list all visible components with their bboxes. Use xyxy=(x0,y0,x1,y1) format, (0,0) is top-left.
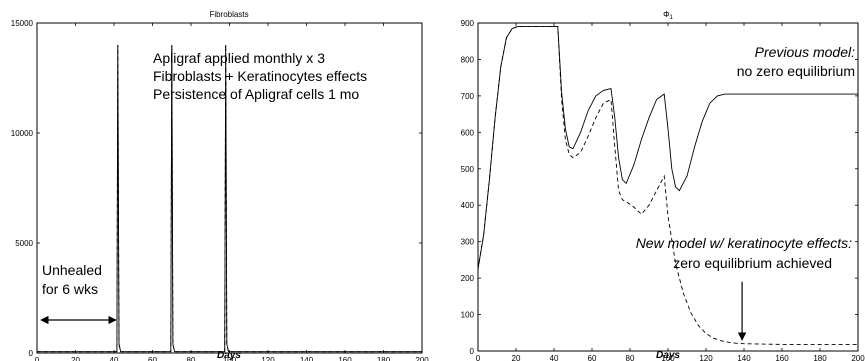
y-tick-label: 10000 xyxy=(11,129,34,138)
y-tick-label: 5000 xyxy=(15,239,33,248)
unhealed-label-1: Unhealed xyxy=(42,262,102,278)
x-tick-label: 100 xyxy=(661,354,675,361)
y-tick-label: 400 xyxy=(461,201,475,210)
fibroblasts-chart: Fibroblasts 0 20 40 60 80 100 120 140 160 180 2000… xyxy=(11,10,429,361)
unhealed-label-2: for 6 wks xyxy=(42,281,98,297)
annotation-line-1: Apligraf applied monthly x 3 xyxy=(153,50,325,66)
y-tick-label: 100 xyxy=(461,311,475,320)
x-tick-label: 0 xyxy=(476,354,481,361)
x-axis-label: Days xyxy=(217,350,241,361)
previous-model-note: no zero equilibrium xyxy=(737,63,855,79)
axes: 0 20 40 60 80 100 120 140 160 180 200 0 100 200 300 400… xyxy=(461,19,865,361)
x-tick-label: 40 xyxy=(110,356,119,361)
x-tick-label: 20 xyxy=(71,356,80,361)
x-tick-label: 120 xyxy=(699,354,713,361)
new-model-note: zero equilibrium achieved xyxy=(673,255,832,271)
x-tick-label: 60 xyxy=(148,356,157,361)
axes: 0 20 40 60 80 100 120 140 160 180 200 0 5000 10000 150… xyxy=(11,19,429,361)
new-model-label: New model w/ keratinocyte effects: xyxy=(636,235,852,251)
x-tick-label: 80 xyxy=(626,354,635,361)
x-tick-label: 200 xyxy=(851,354,865,361)
x-tick-label: 80 xyxy=(187,356,196,361)
plot-area xyxy=(477,22,859,352)
x-tick-label: 180 xyxy=(813,354,827,361)
chart-title: Fibroblasts xyxy=(209,10,248,19)
y-tick-label: 700 xyxy=(461,92,475,101)
y-tick-label: 500 xyxy=(461,165,475,174)
x-tick-label: 180 xyxy=(377,356,391,361)
x-tick-label: 20 xyxy=(512,354,521,361)
x-tick-label: 160 xyxy=(338,356,352,361)
dashed-series-line xyxy=(37,44,422,353)
x-tick-label: 40 xyxy=(550,354,559,361)
x-tick-label: 100 xyxy=(223,356,237,361)
x-tick-label: 200 xyxy=(415,356,429,361)
x-tick-label: 160 xyxy=(775,354,789,361)
chart-title: Φ1 xyxy=(663,10,673,21)
series-group xyxy=(37,44,422,353)
x-tick-label: 120 xyxy=(261,356,275,361)
solid-series-line xyxy=(477,26,858,270)
plot-area xyxy=(36,22,423,354)
y-tick-label: 0 xyxy=(470,347,475,356)
y-tick-label: 0 xyxy=(29,349,34,358)
y-tick-label: 600 xyxy=(461,128,475,137)
series-group xyxy=(477,26,858,345)
x-tick-label: 0 xyxy=(35,356,40,361)
previous-model-label: Previous model: xyxy=(755,44,855,60)
y-tick-label: 800 xyxy=(461,55,475,64)
x-tick-label: 140 xyxy=(737,354,751,361)
x-tick-label: 140 xyxy=(300,356,314,361)
y-tick-label: 15000 xyxy=(11,19,34,28)
x-tick-label: 60 xyxy=(588,354,597,361)
annotation-line-2: Fibroblasts + Keratinocytes effects xyxy=(153,68,367,84)
y-tick-label: 200 xyxy=(461,274,475,283)
dashed-series-line xyxy=(477,26,858,345)
phi1-chart: Φ1 0 20 40 60 80 100 120 140 160 180 200 0 100 200 300… xyxy=(461,10,865,361)
y-tick-label: 300 xyxy=(461,238,475,247)
y-tick-label: 900 xyxy=(461,19,475,28)
annotation-line-3: Persistence of Apligraf cells 1 mo xyxy=(153,86,359,102)
x-axis-label: Days xyxy=(656,350,680,361)
